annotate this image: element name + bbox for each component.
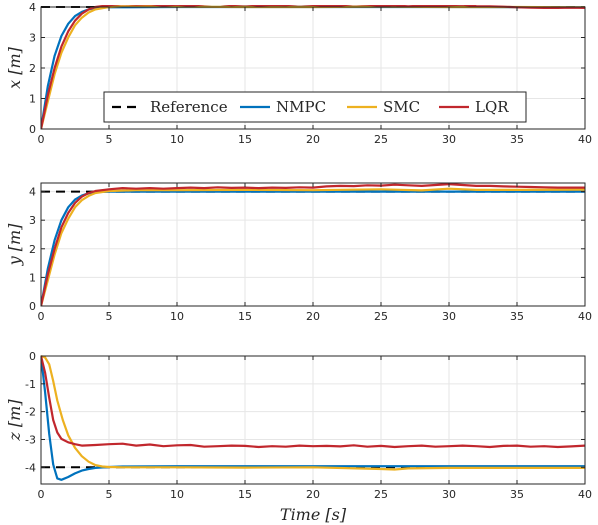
legend-label-nmpc: NMPC xyxy=(276,98,326,116)
x-tick-label: 35 xyxy=(510,133,524,146)
x-tick-label: 40 xyxy=(578,133,592,146)
x-tick-label: 5 xyxy=(106,310,113,323)
x-tick-label: 0 xyxy=(38,310,45,323)
x-tick-label: 0 xyxy=(38,133,45,146)
y-tick-label: 3 xyxy=(29,32,36,45)
series-smc-line xyxy=(41,354,585,471)
x-tick-label: 10 xyxy=(170,310,184,323)
x-tick-label: 25 xyxy=(374,310,388,323)
x-axis-label: Time [s] xyxy=(280,505,347,524)
y-tick-label: 2 xyxy=(29,62,36,75)
y-axis-label: x [m] xyxy=(5,46,24,89)
x-tick-label: 30 xyxy=(442,310,456,323)
series-group xyxy=(41,354,585,481)
x-tick-label: 15 xyxy=(238,310,252,323)
x-tick-label: 10 xyxy=(170,133,184,146)
y-tick-label: 0 xyxy=(29,300,36,313)
y-tick-label: 1 xyxy=(29,93,36,106)
y-tick-label: 3 xyxy=(29,214,36,227)
x-tick-label: 0 xyxy=(38,488,45,501)
y-tick-label: 4 xyxy=(29,1,36,14)
x-tick-label: 25 xyxy=(374,488,388,501)
x-tick-label: 25 xyxy=(374,133,388,146)
y-tick-label: 4 xyxy=(29,186,36,199)
y-tick-label: -2 xyxy=(25,406,36,419)
y-tick-label: -4 xyxy=(25,461,36,474)
x-tick-label: 5 xyxy=(106,133,113,146)
x-tick-label: 20 xyxy=(306,488,320,501)
x-tick-label: 40 xyxy=(578,310,592,323)
panel-2: 0 5 10 15 20 25 30 35 40 0 1 2 3 4 y [m] xyxy=(5,182,592,323)
x-tick-label: 10 xyxy=(170,488,184,501)
x-tick-label: 15 xyxy=(238,133,252,146)
series-lqr-line xyxy=(41,355,585,449)
y-tick-label: 2 xyxy=(29,243,36,256)
x-tick-label: 30 xyxy=(442,133,456,146)
y-axis-label: y [m] xyxy=(5,223,24,267)
x-tick-label: 35 xyxy=(510,488,524,501)
x-tick-label: 40 xyxy=(578,488,592,501)
panel-1: 0 5 10 15 20 25 30 35 40 0 1 2 3 4 x [m] Reference NMPC S… xyxy=(5,1,592,146)
x-tick-label: 15 xyxy=(238,488,252,501)
y-tick-label: 0 xyxy=(29,350,36,363)
series-lqr-line xyxy=(41,5,585,129)
legend: Reference NMPC SMC LQR xyxy=(103,91,527,123)
series-nmpc-line xyxy=(41,355,585,481)
legend-label-smc: SMC xyxy=(383,98,420,116)
grid xyxy=(40,183,586,307)
y-tick-label: 0 xyxy=(29,123,36,136)
panel-3: 0 5 10 15 20 25 30 35 40 0 -1 -2 -3 -4 z [m] Time [s] xyxy=(5,350,592,524)
series-smc-line xyxy=(41,187,585,306)
series-group xyxy=(41,183,585,306)
grid xyxy=(40,355,586,484)
x-tick-label: 30 xyxy=(442,488,456,501)
legend-label-reference: Reference xyxy=(150,98,228,116)
x-tick-label: 20 xyxy=(306,133,320,146)
y-tick-label: -1 xyxy=(25,378,36,391)
legend-label-lqr: LQR xyxy=(475,98,509,116)
series-lqr-line xyxy=(41,183,585,306)
x-tick-label: 20 xyxy=(306,310,320,323)
y-tick-label: -3 xyxy=(25,433,36,446)
x-tick-label: 5 xyxy=(106,488,113,501)
x-tick-label: 35 xyxy=(510,310,524,323)
y-axis-label: z [m] xyxy=(5,399,24,442)
y-tick-label: 1 xyxy=(29,271,36,284)
